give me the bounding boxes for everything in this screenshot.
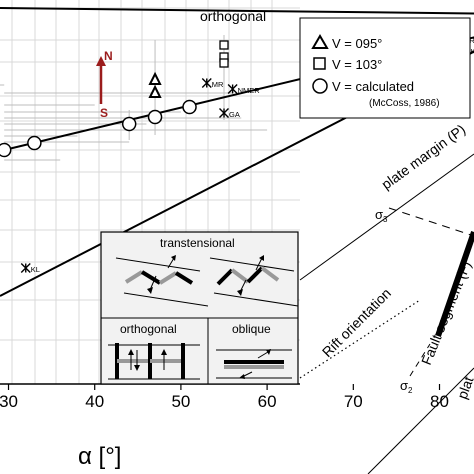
inset-title-transtensional: transtensional: [160, 236, 235, 250]
sketch-transtensional-right: [209, 255, 299, 307]
rift-orientation-line: [299, 299, 421, 379]
circle-point: [0, 142, 12, 158]
triangle-point: [148, 84, 162, 98]
legend-square-icon: [313, 57, 326, 70]
legend: V = 095° V = 103° V = calculated (McCoss…: [299, 17, 471, 119]
point-label: NMER: [238, 86, 261, 95]
legend-item-triangle: V = 095°: [332, 36, 382, 51]
plate-margin-label: plate margin (P): [378, 121, 468, 192]
x-tick-label: 40: [85, 392, 104, 411]
compass-north: N: [104, 49, 113, 63]
sigma3-dashed-line: [388, 207, 474, 237]
x-axis-label: α [°]: [78, 443, 121, 470]
sketch-transtensional-left: [115, 255, 209, 307]
circle-point: [27, 135, 42, 151]
rift-schematic: plate margin (P) σ3 Rift orientation Fau…: [299, 121, 474, 474]
x-tick-label: 60: [258, 392, 277, 411]
square-point: [219, 40, 229, 50]
legend-item-square: V = 103°: [332, 57, 382, 72]
x-tick-label: 50: [171, 392, 190, 411]
inset-title-oblique: oblique: [232, 322, 271, 336]
legend-item-circle: V = calculated: [332, 79, 414, 94]
x-tick-label: 70: [344, 392, 363, 411]
compass-south: S: [100, 106, 108, 120]
plate-margin-line: [299, 153, 474, 281]
orthogonal-line-label: orthogonal: [200, 8, 266, 24]
sketch-oblique: [216, 349, 292, 379]
x-tick-label: 30: [0, 392, 18, 411]
square-point: [219, 58, 229, 68]
x-tick-label: 80: [430, 392, 449, 411]
triangle-point: [148, 71, 162, 85]
fault-segment-label: Fault segment (F): [418, 259, 474, 367]
fault-segment-line: [435, 231, 474, 337]
x-axis-ticks: 30405060708090: [0, 384, 449, 411]
point-label: MR: [212, 80, 224, 89]
legend-box: [299, 17, 471, 119]
inset-panel: transtensional orthogonal oblique: [100, 231, 299, 385]
point-label: KB: [470, 47, 474, 56]
circle-point: [147, 109, 163, 125]
point-label: KL: [31, 265, 40, 274]
sigma3-label: σ3: [375, 207, 388, 224]
inset-box: [100, 231, 299, 385]
legend-note: (McCoss, 1986): [369, 98, 440, 109]
error-bars: [0, 35, 268, 161]
lower-plate-margin-line: [367, 367, 474, 474]
sigma2-label: σ2: [400, 378, 413, 395]
circle-point: [121, 116, 137, 132]
inset-title-orthogonal: orthogonal: [120, 322, 177, 336]
point-label: GA: [229, 110, 240, 119]
legend-triangle-icon: [311, 34, 329, 49]
compass: N S: [96, 49, 113, 120]
compass-arrowhead: [96, 56, 106, 66]
legend-circle-icon: [312, 78, 328, 94]
sketch-orthogonal: [108, 343, 200, 380]
circle-point: [182, 99, 197, 115]
rift-orientation-label: Rift orientation: [319, 285, 394, 360]
plate-label-cut: plat: [454, 374, 474, 401]
orthogonal-reference-line: [0, 7, 474, 15]
